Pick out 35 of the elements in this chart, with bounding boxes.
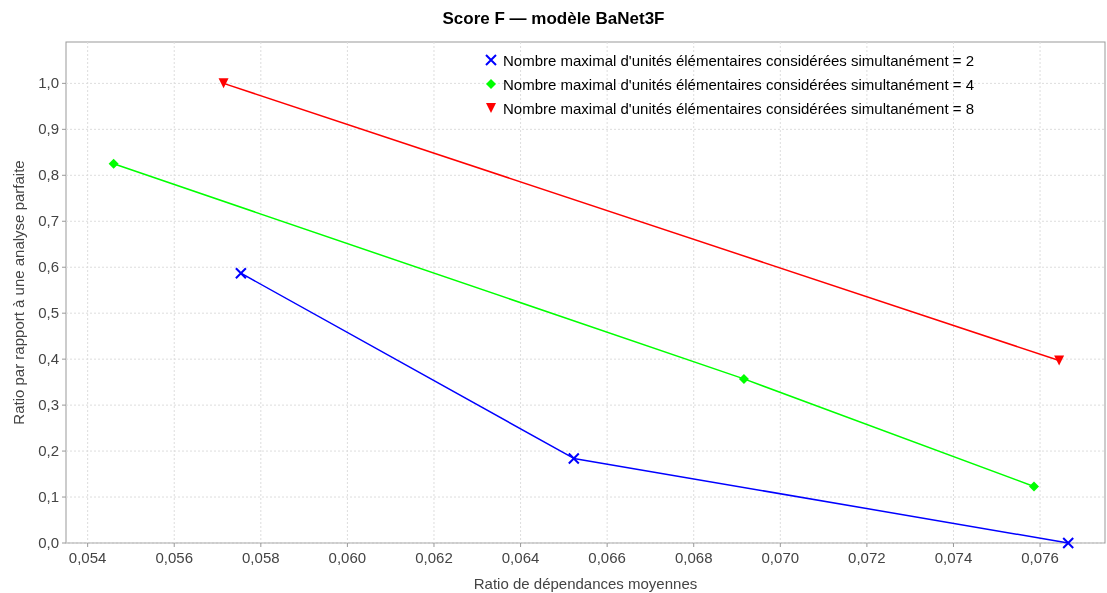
y-tick-label: 0,8 (38, 166, 59, 184)
point (738, 373, 749, 384)
legend-label: Nombre maximal d'unités élémentaires considérées simultanément = 4 (503, 76, 974, 93)
point (1029, 481, 1039, 492)
y-tick-label: 0,0 (38, 534, 59, 551)
x-tick-label: 0,066 (588, 549, 626, 566)
x-tick-label: 0,072 (848, 549, 886, 566)
y-tick-label: 1,0 (38, 74, 59, 92)
legend-label: Nombre maximal d'unités élémentaires considérées simultanément = 8 (503, 100, 974, 117)
y-tick-label: 0,2 (38, 442, 59, 460)
x-tick-label: 0,060 (328, 549, 367, 566)
x-tick-label: 0,064 (501, 549, 540, 566)
y-tick-label: 0,7 (38, 212, 59, 230)
x-tick-label: 0,076 (1021, 549, 1059, 566)
y-tick-label: 0,6 (38, 258, 59, 276)
x-tick-label: 0,054 (68, 549, 107, 566)
y-tick-label: 0,1 (38, 488, 59, 506)
point (234, 267, 247, 280)
y-tick-label: 0,3 (38, 396, 59, 414)
x-tick-label: 0,074 (934, 549, 973, 566)
y-tick-label: 0,5 (38, 304, 59, 322)
x-tick-label: 0,062 (415, 549, 453, 566)
point (567, 452, 580, 465)
x-tick-label: 0,068 (674, 549, 713, 566)
x-axis-title: Ratio de dépendances moyennes (473, 575, 698, 592)
legend-label: Nombre maximal d'unités élémentaires considérées simultanément = 2 (503, 52, 974, 69)
y-axis-title: Ratio par rapport à une analyse parfaite (10, 160, 27, 425)
point (1062, 537, 1075, 549)
point (108, 158, 119, 169)
x-tick-label: 0,070 (761, 549, 800, 566)
y-tick-label: 0,4 (38, 350, 59, 368)
x-tick-label: 0,058 (242, 549, 280, 566)
chart-title: Score F — modèle BaNet3F (442, 9, 665, 28)
y-tick-label: 0,9 (38, 120, 59, 138)
x-tick-label: 0,056 (155, 549, 193, 566)
